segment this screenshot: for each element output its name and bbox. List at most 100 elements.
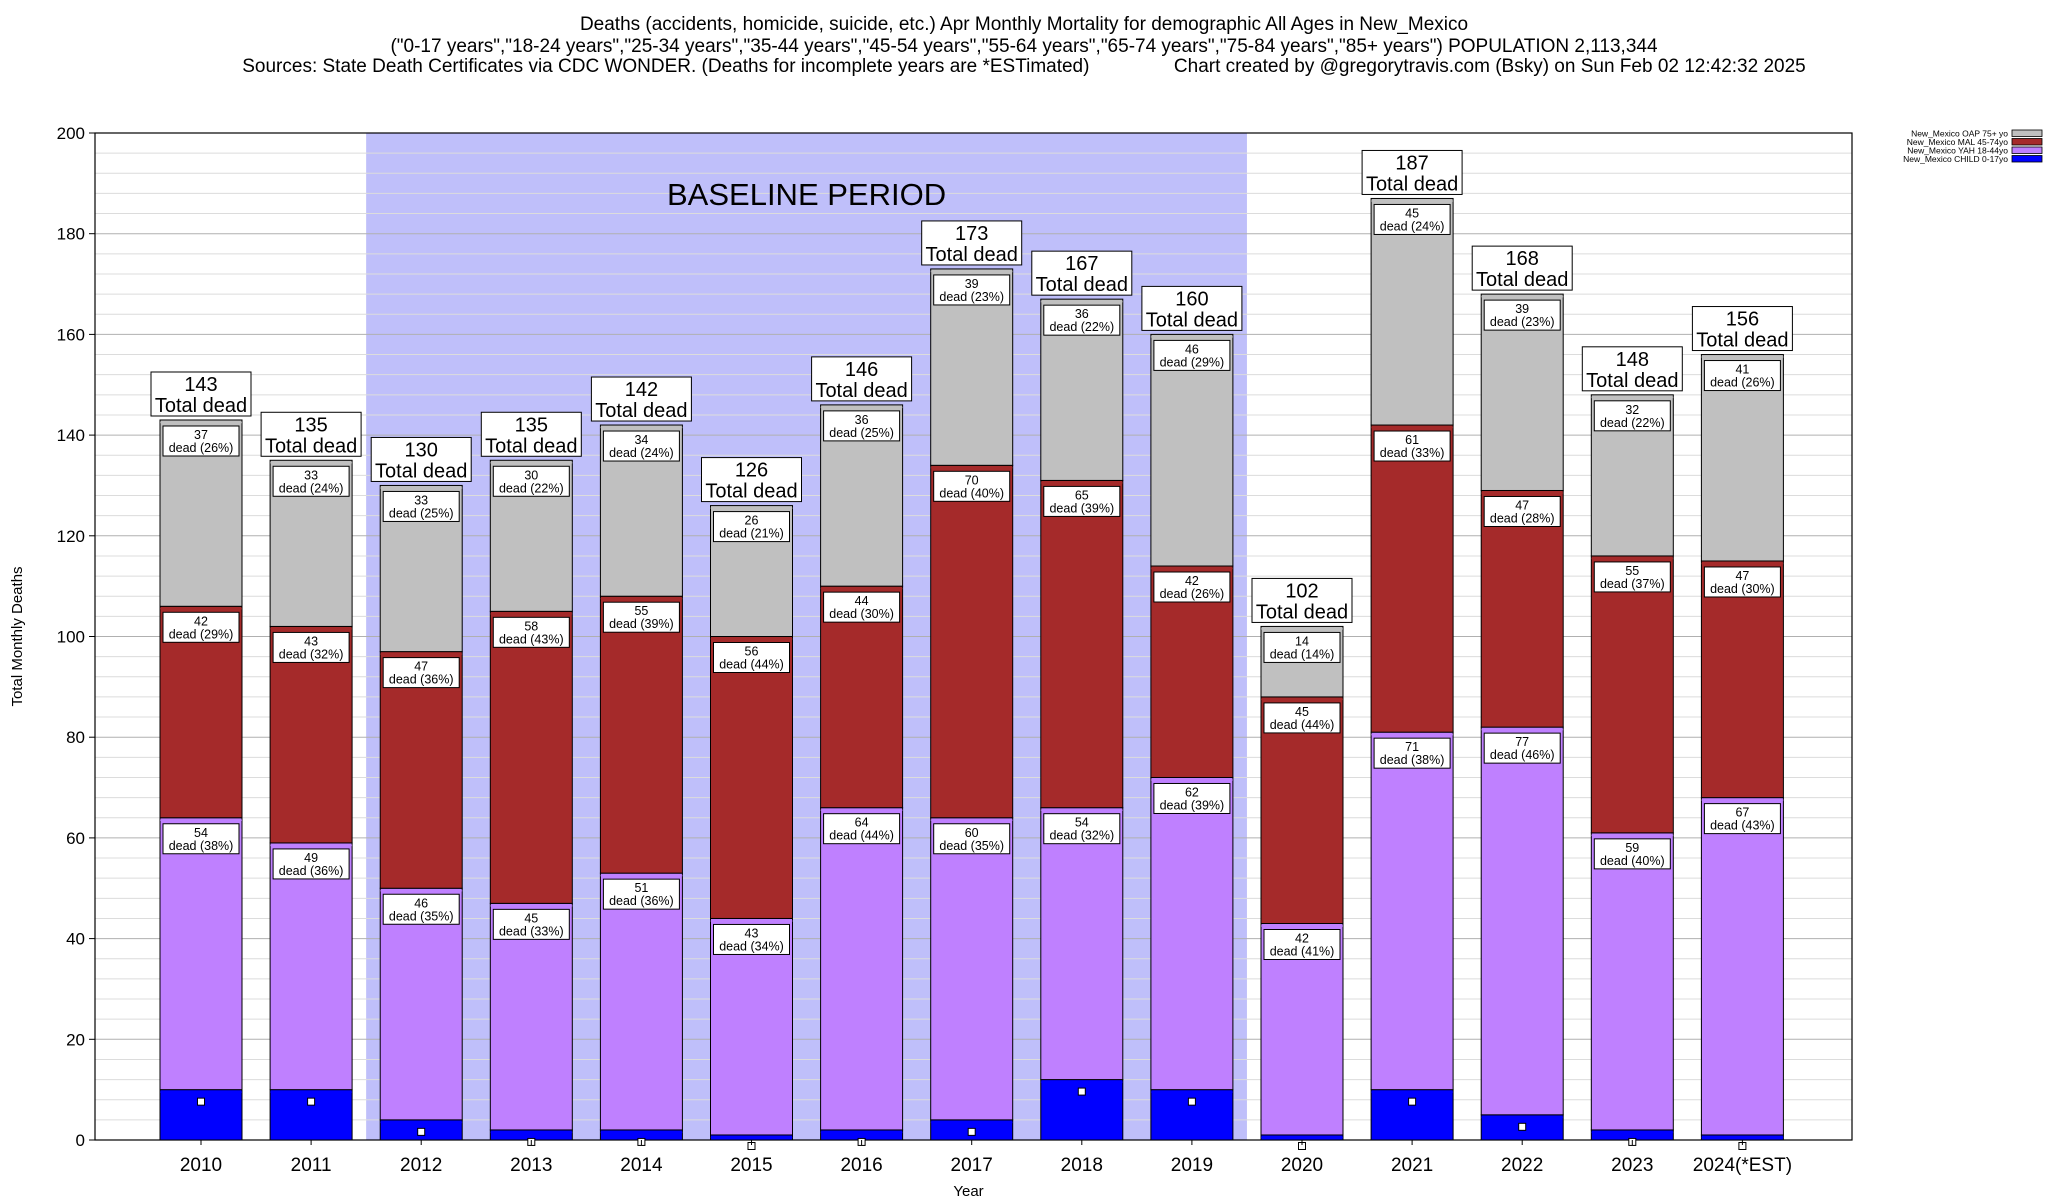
segment-label-box: [933, 823, 1011, 855]
segment-label-percent: dead (43%): [1710, 819, 1775, 833]
legend-swatch: [2011, 138, 2043, 146]
segment-label-box: [933, 274, 1011, 306]
segment-label-value: 43: [745, 926, 759, 940]
legend-label: New_Mexico OAP 75+ yo: [1911, 129, 2008, 139]
bar-segment: [1370, 731, 1454, 1091]
total-label-box: [921, 220, 1023, 266]
segment-label-percent: dead (33%): [499, 924, 564, 938]
segment-label-value: 32: [1625, 403, 1639, 417]
total-suffix: Total dead: [815, 380, 907, 402]
total-label-box: [1141, 285, 1243, 331]
segment-label-box: [382, 490, 460, 522]
bar-segment: [489, 610, 573, 904]
segment-label-value: 54: [194, 826, 208, 840]
segment-label-percent: dead (14%): [1270, 647, 1335, 661]
segment-label-box: [823, 813, 901, 845]
chart-subtitle: ("0-17 years","18-24 years","25-34 years…: [390, 36, 1658, 57]
segment-label-box: [272, 631, 350, 663]
total-label-box: [1251, 577, 1353, 623]
segment-label-value: 36: [1075, 307, 1089, 321]
total-label-box: [1361, 149, 1463, 195]
total-value: 168: [1506, 248, 1539, 270]
segment-label-percent: dead (35%): [389, 909, 454, 923]
segment-label-percent: dead (39%): [609, 617, 674, 631]
segment-label-percent: dead (39%): [1160, 798, 1225, 812]
segment-label-value: 41: [1735, 363, 1749, 377]
segment-label-percent: dead (29%): [1160, 355, 1225, 369]
segment-label-value: 34: [634, 433, 648, 447]
segment-label-percent: dead (32%): [1049, 829, 1114, 843]
total-label-box: [1581, 346, 1683, 392]
total-label-box: [701, 457, 802, 503]
segment-label-value: 33: [304, 468, 318, 482]
child-marker: [1077, 1087, 1086, 1096]
bar-segment: [1700, 560, 1784, 799]
total-value: 143: [184, 374, 217, 396]
segment-label-percent: dead (22%): [1600, 416, 1665, 430]
x-tick-label: 2020: [1281, 1155, 1323, 1176]
segment-label-box: [1593, 561, 1671, 593]
segment-label-box: [492, 465, 570, 497]
bar-segment: [1260, 696, 1344, 924]
total-suffix: Total dead: [155, 395, 247, 417]
segment-label-value: 58: [524, 619, 538, 633]
segment-label-box: [1373, 430, 1451, 462]
segment-label-box: [382, 893, 460, 925]
total-value: 130: [405, 439, 438, 461]
legend-label: New_Mexico MAL 45-74yo: [1907, 137, 2009, 147]
segment-label-percent: dead (44%): [1270, 718, 1335, 732]
legend-swatch: [2011, 155, 2043, 163]
segment-label-box: [1153, 571, 1231, 603]
bar-segment: [820, 585, 904, 809]
bar-segment: [599, 595, 683, 874]
bar-segment: [710, 636, 793, 919]
segment-label-percent: dead (25%): [829, 426, 894, 440]
segment-label-box: [1263, 631, 1341, 663]
segment-label-value: 30: [524, 468, 538, 482]
total-value: 146: [845, 359, 878, 381]
segment-label-box: [1593, 838, 1671, 870]
y-tick-label: 0: [76, 1131, 85, 1150]
segment-label-box: [713, 511, 790, 543]
total-suffix: Total dead: [926, 244, 1018, 266]
total-suffix: Total dead: [485, 435, 577, 457]
segment-label-value: 45: [524, 911, 538, 925]
child-marker: [1408, 1097, 1417, 1106]
bar-segment: [1040, 479, 1124, 809]
y-tick-label: 180: [57, 225, 85, 244]
segment-label-box: [272, 465, 350, 497]
total-label-box: [1031, 250, 1133, 296]
segment-label-box: [1043, 485, 1121, 517]
segment-label-percent: dead (44%): [719, 658, 784, 672]
segment-label-box: [162, 823, 240, 855]
segment-label-percent: dead (28%): [1490, 511, 1555, 525]
y-tick-label: 160: [57, 325, 85, 344]
bar-segment: [1370, 197, 1454, 426]
segment-label-value: 65: [1075, 488, 1089, 502]
total-label-box: [260, 411, 362, 457]
segment-label-percent: dead (46%): [1490, 748, 1555, 762]
segment-label-box: [162, 611, 240, 643]
segment-label-value: 60: [965, 826, 979, 840]
segment-label-box: [713, 642, 790, 673]
total-value: 156: [1726, 309, 1759, 331]
segment-label-value: 43: [304, 634, 318, 648]
total-suffix: Total dead: [1696, 330, 1788, 352]
segment-label-box: [492, 908, 570, 940]
segment-label-percent: dead (24%): [1380, 219, 1445, 233]
segment-label-percent: dead (26%): [1710, 376, 1775, 390]
bar-segment: [1040, 807, 1124, 1081]
bar-segment: [1150, 333, 1234, 567]
bar-segment: [1700, 797, 1784, 1136]
segment-label-box: [602, 430, 680, 462]
x-tick-label: 2015: [730, 1155, 772, 1176]
segment-label-box: [272, 848, 350, 880]
bar-segment: [379, 887, 463, 1121]
x-tick-label: 2022: [1501, 1155, 1543, 1176]
total-value: 148: [1616, 349, 1649, 371]
y-axis-label: Total Monthly Deaths: [9, 566, 26, 706]
segment-label-percent: dead (41%): [1270, 944, 1335, 958]
segment-label-percent: dead (24%): [609, 446, 674, 460]
total-suffix: Total dead: [375, 460, 467, 482]
bar-segment: [159, 1089, 243, 1141]
